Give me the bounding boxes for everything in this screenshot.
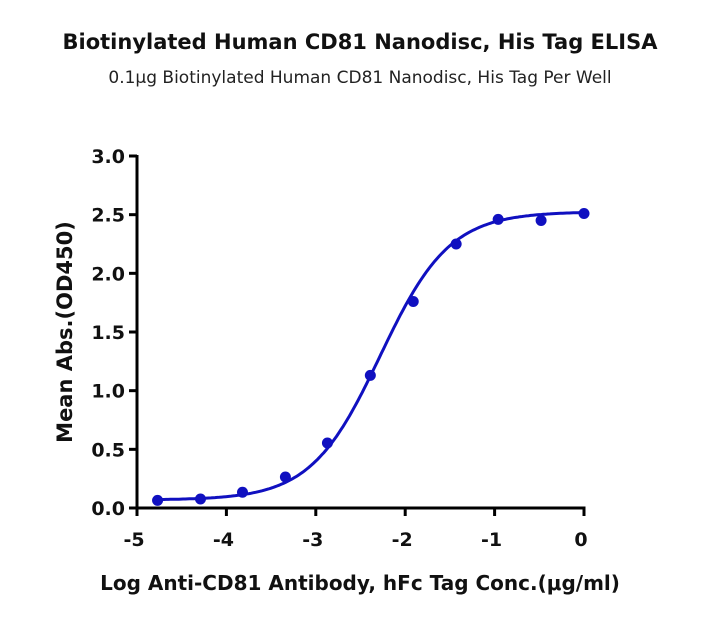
x-axis-label: Log Anti-CD81 Antibody, hFc Tag Conc.(μg… [100, 571, 620, 595]
chart-title: Biotinylated Human CD81 Nanodisc, His Ta… [62, 30, 658, 54]
data-point [152, 494, 164, 506]
data-point [194, 493, 206, 505]
data-point [450, 238, 462, 250]
x-tick-label: -5 [123, 529, 144, 551]
x-tick-label: -1 [481, 529, 502, 551]
y-axis-label: Mean Abs.(OD450) [53, 221, 77, 443]
data-point [535, 215, 547, 227]
data-point [279, 471, 291, 483]
y-tick-label: 2.0 [91, 263, 125, 285]
data-point [578, 207, 590, 219]
data-point [236, 486, 248, 498]
x-tick-label: -2 [392, 529, 413, 551]
data-point [321, 437, 333, 449]
data-point [364, 369, 376, 381]
y-tick-label: 1.0 [91, 381, 125, 403]
y-tick-label: 0.0 [91, 498, 125, 520]
data-point [492, 213, 504, 225]
x-tick-label: -4 [213, 529, 234, 551]
y-tick-label: 3.0 [91, 146, 125, 168]
y-tick-label: 2.5 [91, 205, 125, 227]
y-tick-label: 0.5 [91, 439, 125, 461]
x-tick-label: -3 [302, 529, 323, 551]
fit-curve [157, 211, 585, 502]
y-tick-label: 1.5 [91, 322, 125, 344]
chart-subtitle: 0.1μg Biotinylated Human CD81 Nanodisc, … [108, 68, 612, 88]
x-tick-label: 0 [574, 529, 587, 551]
data-point [407, 295, 419, 307]
